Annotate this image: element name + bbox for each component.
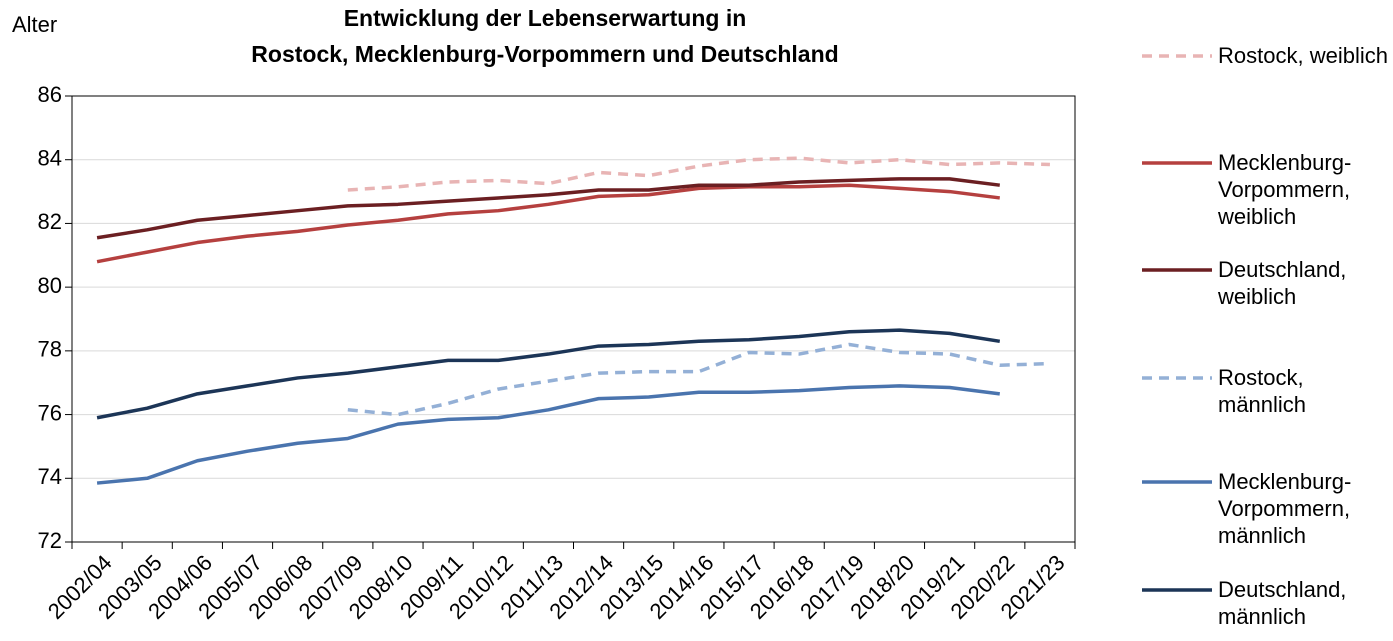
y-tick-label: 86 xyxy=(38,82,62,107)
chart-title: Entwicklung der Lebenserwartung in xyxy=(344,5,747,31)
legend-label: Deutschland, männlich xyxy=(1218,577,1347,629)
legend-label: Rostock, männlich xyxy=(1218,365,1307,417)
y-tick-label: 76 xyxy=(38,400,62,425)
series-line xyxy=(96,177,1000,240)
legend-label: Deutschland, weiblich xyxy=(1218,257,1347,309)
chart-title: Rostock, Mecklenburg-Vorpommern und Deut… xyxy=(251,41,838,67)
y-tick-label: 84 xyxy=(38,146,62,171)
legend-label: Rostock, weiblich xyxy=(1218,43,1388,68)
legend-label: Mecklenburg-Vorpommern, weiblich xyxy=(1218,150,1352,229)
legend-label: Mecklenburg-Vorpommern, männlich xyxy=(1218,469,1352,548)
y-tick-label: 72 xyxy=(38,528,62,553)
y-tick-label: 82 xyxy=(38,209,62,234)
y-tick-label: 78 xyxy=(38,337,62,362)
series-line xyxy=(96,384,1000,485)
series-line xyxy=(347,342,1050,417)
y-axis-label: Alter xyxy=(12,12,57,37)
series-line xyxy=(96,183,1000,264)
y-tick-label: 74 xyxy=(38,464,62,489)
series-line xyxy=(96,328,1001,420)
y-tick-label: 80 xyxy=(38,273,62,298)
